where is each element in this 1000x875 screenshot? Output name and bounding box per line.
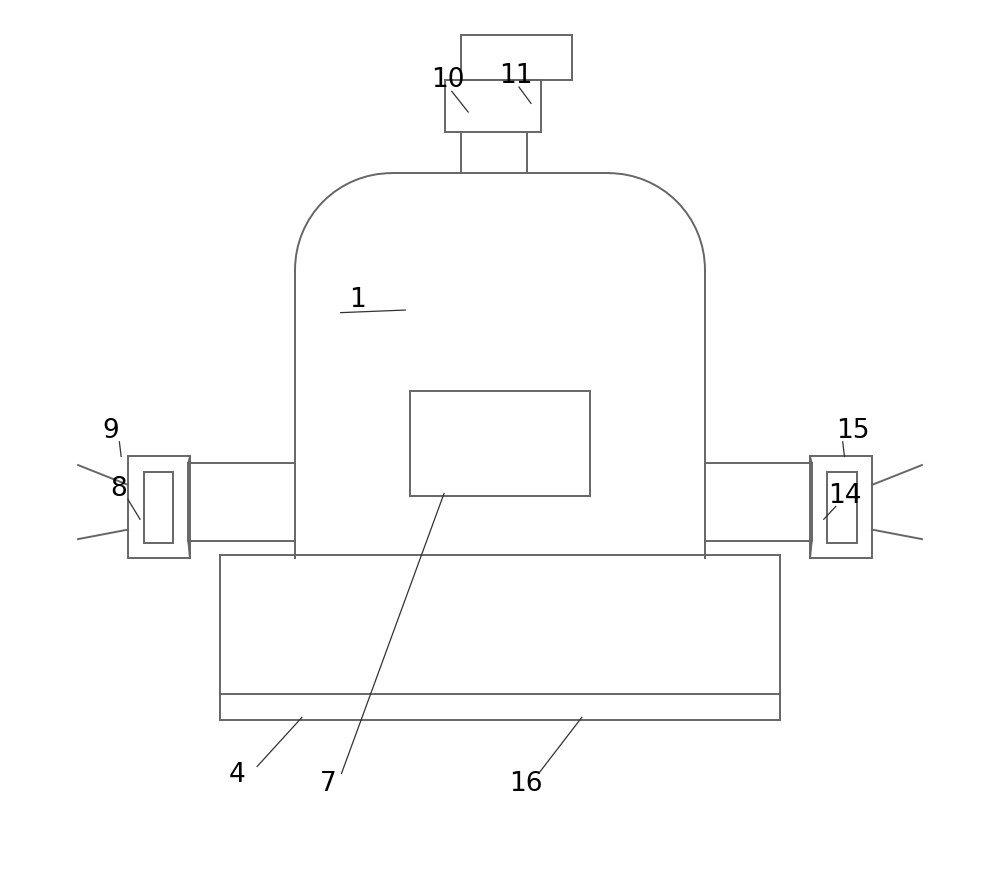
Bar — [410, 391, 590, 496]
Text: 10: 10 — [432, 67, 465, 93]
Text: 1: 1 — [350, 287, 366, 312]
Text: 11: 11 — [499, 63, 532, 89]
Bar — [220, 555, 780, 720]
Bar — [827, 472, 856, 542]
Bar — [144, 472, 173, 542]
Text: 4: 4 — [229, 762, 246, 788]
Text: 9: 9 — [102, 417, 119, 444]
Bar — [128, 457, 190, 558]
Text: 15: 15 — [836, 417, 870, 444]
Bar — [445, 80, 541, 132]
Text: 16: 16 — [509, 771, 543, 796]
Bar — [810, 457, 872, 558]
Text: 14: 14 — [828, 483, 861, 509]
Bar — [461, 35, 572, 80]
Text: 7: 7 — [319, 771, 336, 796]
Text: 8: 8 — [110, 476, 127, 502]
